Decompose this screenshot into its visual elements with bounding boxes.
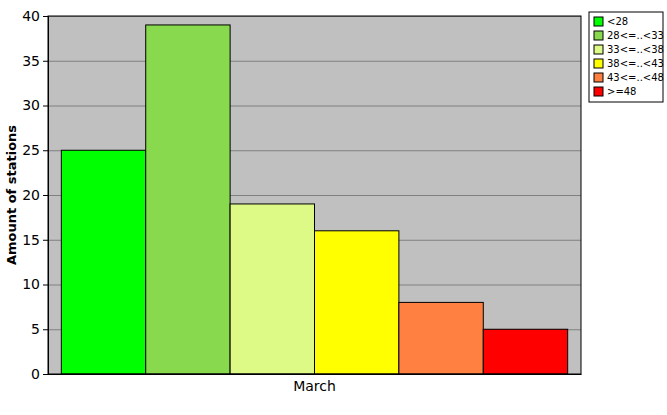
grid-line [48, 106, 581, 107]
y-tick-label: 40 [22, 8, 40, 24]
y-tick: 0 [31, 366, 48, 382]
y-tick: 40 [22, 8, 48, 24]
legend-label: <28 [607, 16, 628, 27]
legend-swatch [594, 87, 603, 96]
y-tick-mark [43, 16, 48, 17]
y-tick-label: 25 [22, 142, 40, 158]
legend-swatch [594, 31, 603, 40]
grid [48, 17, 581, 375]
y-tick: 35 [22, 53, 48, 69]
y-tick-label: 0 [31, 366, 40, 382]
y-tick-mark [43, 285, 48, 286]
y-axis-title: Amount of stations [4, 125, 19, 265]
bar [230, 204, 314, 374]
y-tick-mark [43, 240, 48, 241]
x-axis-line [49, 374, 582, 375]
grid-line [48, 374, 581, 375]
y-tick: 15 [22, 232, 48, 248]
bar [399, 302, 483, 374]
plot-frame [48, 16, 581, 374]
legend-item: 28<=..<33 [594, 30, 664, 41]
y-axis: 0 5 10 15 20 25 30 35 40 [22, 8, 48, 382]
y-tick: 5 [31, 321, 48, 337]
x-tick-label: March [293, 378, 336, 394]
bar [315, 231, 399, 374]
x-tick: March [293, 374, 336, 394]
legend-swatch [594, 45, 603, 54]
y-tick-label: 5 [31, 321, 40, 337]
legend-label: 28<=..<33 [607, 30, 664, 41]
legend-item: 33<=..<38 [594, 44, 664, 55]
y-tick-mark [43, 329, 48, 330]
legend-label: 33<=..<38 [607, 44, 664, 55]
legend-label: 43<=..<48 [607, 72, 664, 83]
legend-swatch [594, 59, 603, 68]
legend-item: 43<=..<48 [594, 72, 664, 83]
grid-line [48, 61, 581, 62]
y-tick-label: 10 [22, 276, 40, 292]
y-tick-mark [43, 61, 48, 62]
legend-item: 38<=..<43 [594, 58, 664, 69]
y-tick-mark [43, 374, 48, 375]
y-tick-label: 30 [22, 97, 40, 113]
legend-label: >=48 [607, 86, 636, 97]
y-tick-mark [43, 106, 48, 107]
y-tick-label: 20 [22, 187, 40, 203]
y-tick: 10 [22, 276, 48, 292]
bars [61, 25, 567, 374]
legend-item: >=48 [594, 86, 636, 97]
y-tick-mark [43, 195, 48, 196]
legend-swatch [594, 73, 603, 82]
plot: 0 5 10 15 20 25 30 35 40 March [22, 8, 581, 394]
legend-item: <28 [594, 16, 628, 27]
legend-swatch [594, 17, 603, 26]
y-tick-label: 15 [22, 232, 40, 248]
x-axis: March [49, 374, 582, 394]
y-tick: 25 [22, 142, 48, 158]
y-tick-label: 35 [22, 53, 40, 69]
legend-box [589, 12, 663, 102]
bar [483, 329, 567, 374]
y-axis-line [43, 17, 49, 375]
legend-label: 38<=..<43 [607, 58, 664, 69]
chart: 0 5 10 15 20 25 30 35 40 March Amount of stations <… [0, 0, 667, 415]
bar [146, 25, 230, 374]
plot-background [48, 16, 581, 374]
y-tick: 20 [22, 187, 48, 203]
legend: <28 28<=..<33 33<=..<38 38<=..<43 43<=..<48 >… [589, 12, 664, 102]
bar [61, 150, 145, 374]
y-tick: 30 [22, 97, 48, 113]
y-tick-mark [43, 150, 48, 151]
